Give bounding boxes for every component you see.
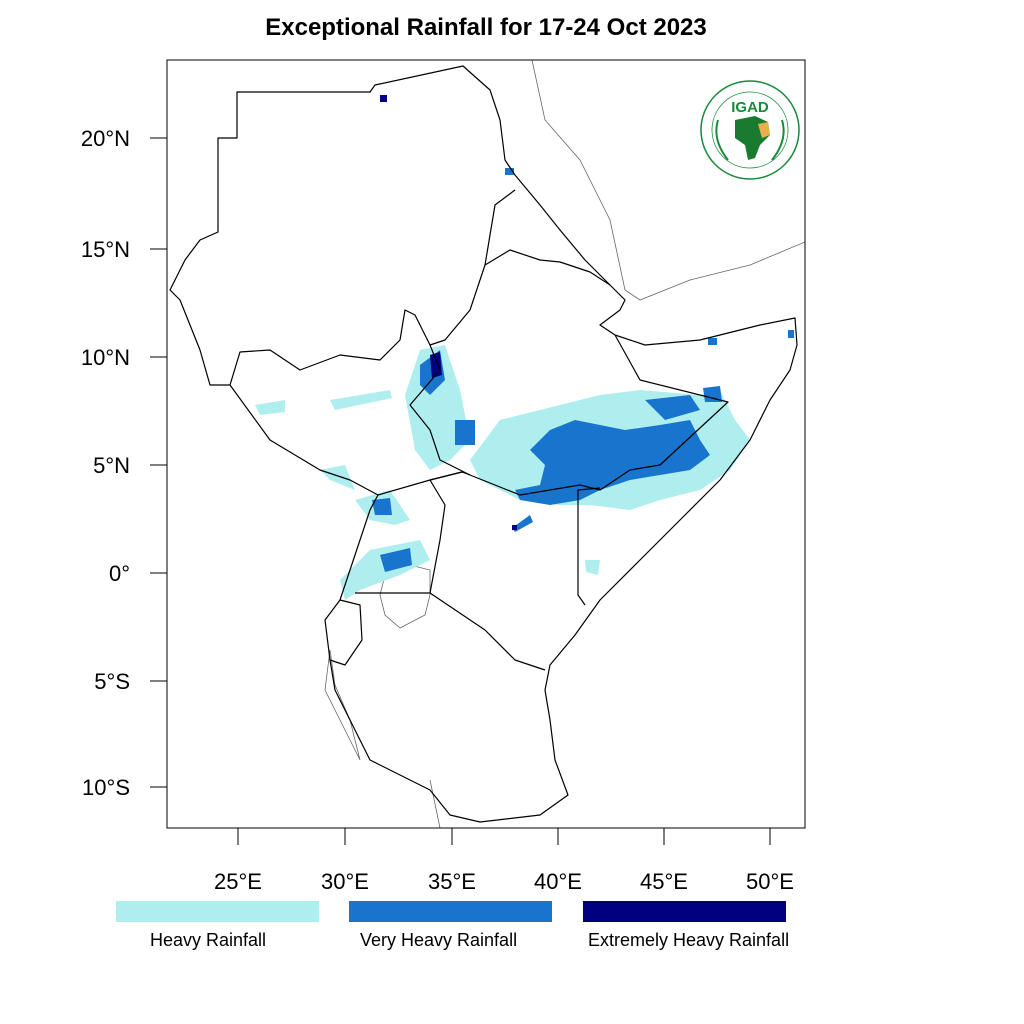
arabian-coastline	[531, 60, 805, 301]
legend-label-very-heavy: Very Heavy Rainfall	[360, 930, 518, 950]
y-tick-label: 5°N	[93, 453, 130, 478]
kenya-tanzania-border	[429, 592, 546, 671]
kenya-uganda-border	[429, 479, 446, 594]
lake-tanganyika	[324, 649, 361, 761]
y-axis	[150, 137, 167, 788]
x-axis	[237, 828, 771, 845]
y-tick-label: 0°	[109, 561, 130, 586]
y-tick-label: 5°S	[94, 669, 130, 694]
igad-logo: IGAD	[700, 80, 800, 180]
map-frame	[166, 59, 806, 829]
x-tick-label: 25°E	[214, 869, 262, 894]
map-title: Exceptional Rainfall for 17-24 Oct 2023	[265, 14, 707, 41]
south-sudan-ethiopia-border	[409, 344, 471, 476]
ethiopia-kenya-border	[429, 334, 729, 496]
country-borders	[169, 65, 798, 823]
eritrea-border	[484, 189, 516, 266]
lake-nyasa	[429, 779, 441, 828]
region-outline	[169, 65, 798, 823]
x-tick-label: 45°E	[640, 869, 688, 894]
x-tick-label: 30°E	[321, 869, 369, 894]
rwanda-burundi-border	[329, 599, 363, 666]
legend-swatch-extremely-heavy	[583, 901, 786, 922]
legend-label-heavy: Heavy Rainfall	[150, 930, 267, 950]
x-tick-label: 40°E	[534, 869, 582, 894]
legend-swatch-very-heavy	[349, 901, 552, 922]
y-tick-label: 20°N	[81, 126, 130, 151]
legend-label-extremely-heavy: Extremely Heavy Rainfall	[588, 930, 790, 950]
y-tick-label: 10°S	[82, 775, 130, 800]
lake-victoria	[379, 564, 431, 629]
sudan-south-sudan-border	[229, 249, 611, 386]
kenya-somalia-border	[577, 487, 601, 606]
x-tick-label: 35°E	[428, 869, 476, 894]
logo-acronym: IGAD	[731, 99, 769, 116]
y-tick-label: 15°N	[81, 237, 130, 262]
legend-swatch-heavy	[116, 901, 319, 922]
y-tick-label: 10°N	[81, 345, 130, 370]
x-tick-label: 50°E	[746, 869, 794, 894]
